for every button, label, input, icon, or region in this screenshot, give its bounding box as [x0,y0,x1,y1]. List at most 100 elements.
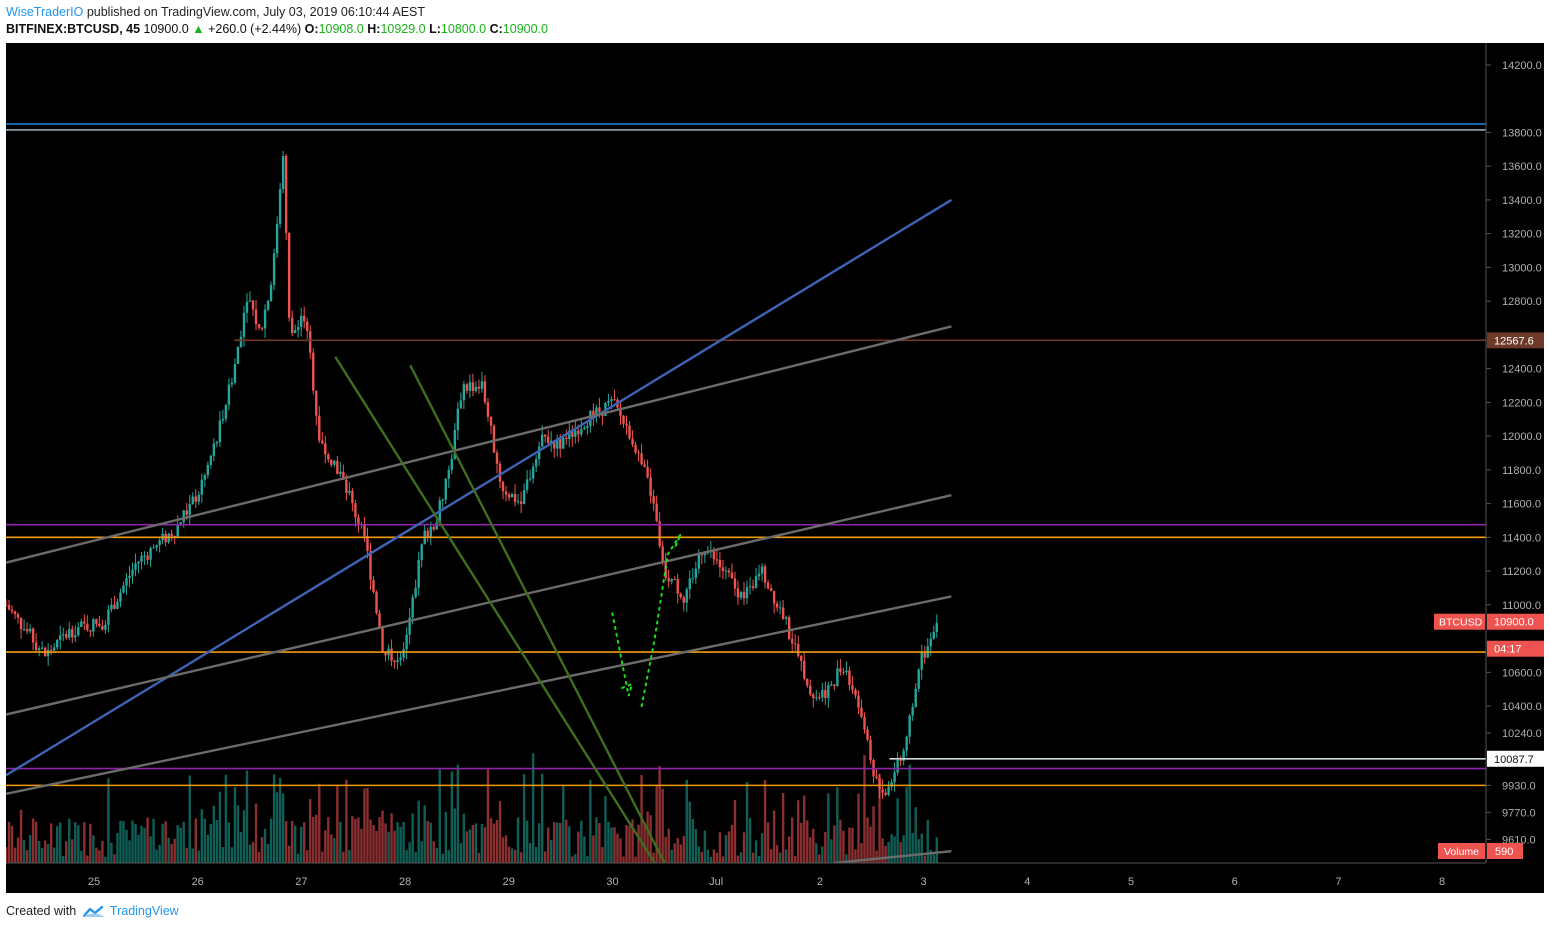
candle-body [215,442,219,444]
time-axis[interactable] [6,863,1544,893]
candle-body [83,621,86,624]
candle-body [923,651,926,658]
y-tick-label: 12400.0 [1502,364,1542,376]
candle-body [893,772,896,783]
volume-bar [83,822,86,863]
volume-bar [402,822,405,863]
candle-body [405,634,408,650]
candle-body [760,566,764,574]
y-tick-label: 14200.0 [1502,60,1542,72]
volume-bar [769,849,773,863]
volume-bar [658,766,661,863]
candle-body [646,467,649,478]
volume-bar [52,847,56,863]
candle-body [562,437,565,449]
candle-body [661,546,664,562]
volume-bar [468,829,472,863]
volume-bar [583,836,586,863]
candle-body [821,690,824,698]
volume-bar [474,823,478,863]
volume-bar [670,849,673,863]
candle-body [712,550,716,560]
volume-bar [342,851,345,863]
volume-bar [170,843,173,863]
candle-body [537,446,541,460]
candle-body [857,695,860,708]
volume-bar [911,833,914,863]
candle-body [333,460,336,465]
volume-bar [239,832,243,863]
candle-body [634,444,637,453]
candle-body [230,382,234,385]
author-link[interactable]: WiseTraderIO [6,5,84,19]
volume-bar [25,850,29,863]
volume-bar [122,821,125,863]
candle-body [757,573,761,577]
volume-bar [188,775,191,863]
candle-body [884,792,887,795]
candle-body [887,786,890,795]
candle-body [510,494,514,498]
volume-bar [387,831,390,863]
volume-bar [763,780,767,863]
candle-body [59,635,62,641]
volume-bar [137,834,140,863]
volume-bar [501,837,505,863]
volume-bar [417,800,420,863]
volume-bar [212,805,216,863]
volume-bar [643,822,646,863]
candle-body [827,685,830,698]
candle-body [784,617,788,619]
candle-body [869,739,872,761]
candle-body [751,586,755,588]
volume-bar [315,814,318,863]
volume-bar [16,837,20,863]
volume-bar [803,795,806,863]
candle-body [408,617,411,635]
tradingview-brand-link[interactable]: TradingView [109,904,179,918]
volume-bar [580,820,583,863]
volume-bar [595,817,598,863]
volume-bar [248,844,252,863]
level-price-tag [1487,332,1544,349]
volume-bar [227,822,231,863]
candle-body [474,386,478,392]
candle-body [254,309,258,325]
candles [6,150,938,800]
candle-body [830,684,833,686]
volume-bar [429,822,432,863]
candle-body [417,559,420,588]
volume-bar [251,842,255,863]
volume-bar [453,808,457,863]
candle-body [245,301,249,313]
trend-line [6,595,952,795]
last-price-badge [1487,640,1544,657]
volume-bar [242,810,246,863]
y-tick-label: 11600.0 [1502,499,1541,511]
candle-body [519,501,523,504]
candle-body [95,619,98,624]
volume-bar [119,820,122,863]
candle-body [107,609,110,625]
candle-body [327,454,330,460]
candle-body [781,607,785,619]
symbol-name: BITFINEX:BTCUSD, 45 [6,22,141,36]
candle-body [733,578,737,589]
price-chart[interactable]: 9610.09770.09930.010240.010400.010600.01… [6,43,1544,893]
candle-body [92,619,95,632]
volume-bar [673,843,676,863]
volume-bar [715,852,719,863]
volume-bars [6,753,938,863]
volume-bar [616,833,619,863]
candle-body [227,384,231,405]
candle-body [456,408,460,431]
volume-bar [866,817,869,863]
chart-area[interactable]: 9610.0 9770.0 9930.0 10240.0 10400.0 10600.0 1… [6,43,1544,893]
volume-bar [727,831,731,863]
volume-bar [830,839,833,863]
candle-body [676,579,679,594]
volume-bar [107,778,110,863]
volume-bar [510,848,514,863]
volume-bar [649,815,652,863]
candle-body [797,644,800,656]
